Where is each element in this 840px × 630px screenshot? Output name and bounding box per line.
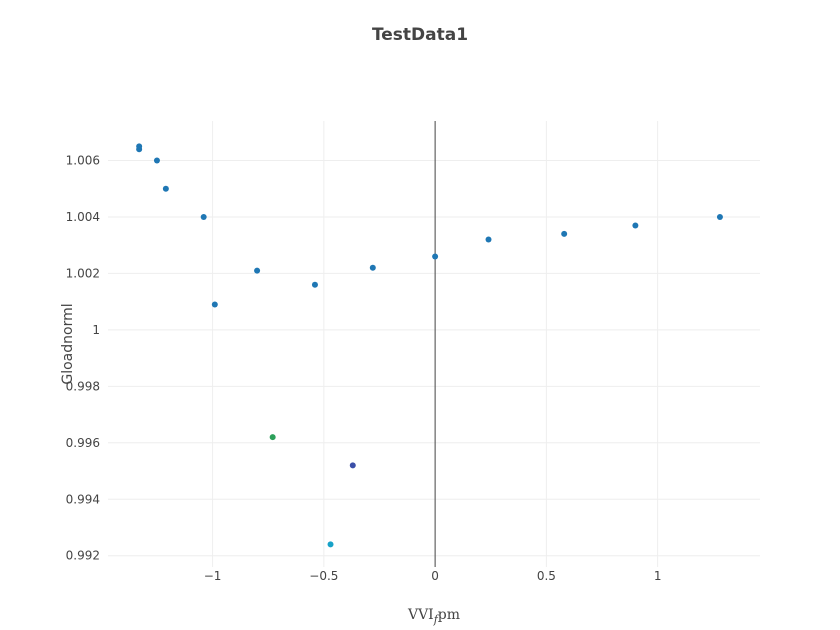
data-point[interactable]: [561, 230, 568, 237]
x-axis-title-main: VVI: [407, 607, 434, 623]
x-axis-title: VVIfpm: [407, 607, 460, 626]
data-point[interactable]: [485, 236, 492, 243]
x-tick-label: 0: [431, 569, 439, 583]
data-point[interactable]: [136, 143, 143, 150]
x-tick-label: 0.5: [537, 569, 556, 583]
data-point[interactable]: [369, 264, 376, 271]
data-point[interactable]: [254, 267, 261, 274]
y-tick-label: 0.996: [66, 436, 100, 450]
y-tick-label: 1.004: [66, 210, 100, 224]
x-tick-label: −1: [204, 569, 222, 583]
data-point[interactable]: [327, 541, 334, 548]
data-point[interactable]: [311, 281, 318, 288]
data-point[interactable]: [153, 157, 160, 164]
axis-layer: −1 −0.5 0 0.5 1 0.992 0.994 0.996 0.998 1 1.002 1.0…: [66, 121, 662, 583]
data-point[interactable]: [211, 301, 218, 308]
data-point[interactable]: [200, 213, 207, 220]
x-tick-label: 1: [654, 569, 662, 583]
x-tick-label: −0.5: [309, 569, 338, 583]
y-tick-label: 0.994: [66, 492, 100, 506]
data-point[interactable]: [269, 434, 276, 441]
x-axis-title-sub: f: [433, 613, 440, 626]
chart-title: TestData1: [372, 25, 468, 45]
y-tick-label: 1.002: [66, 266, 100, 280]
y-tick-label: 0.992: [66, 549, 100, 563]
data-point[interactable]: [632, 222, 639, 229]
grid-layer: [108, 121, 760, 567]
x-axis-title-suffix: pm: [438, 607, 460, 623]
y-tick-label: 1.006: [66, 154, 100, 168]
data-point[interactable]: [162, 185, 169, 192]
data-point[interactable]: [716, 213, 723, 220]
y-axis-title: Gloadnorml: [60, 303, 76, 384]
data-point[interactable]: [349, 462, 356, 469]
data-point[interactable]: [432, 253, 439, 260]
point-layer[interactable]: [136, 143, 723, 548]
y-tick-label: 0.998: [66, 379, 100, 393]
y-tick-label: 1: [92, 323, 100, 337]
